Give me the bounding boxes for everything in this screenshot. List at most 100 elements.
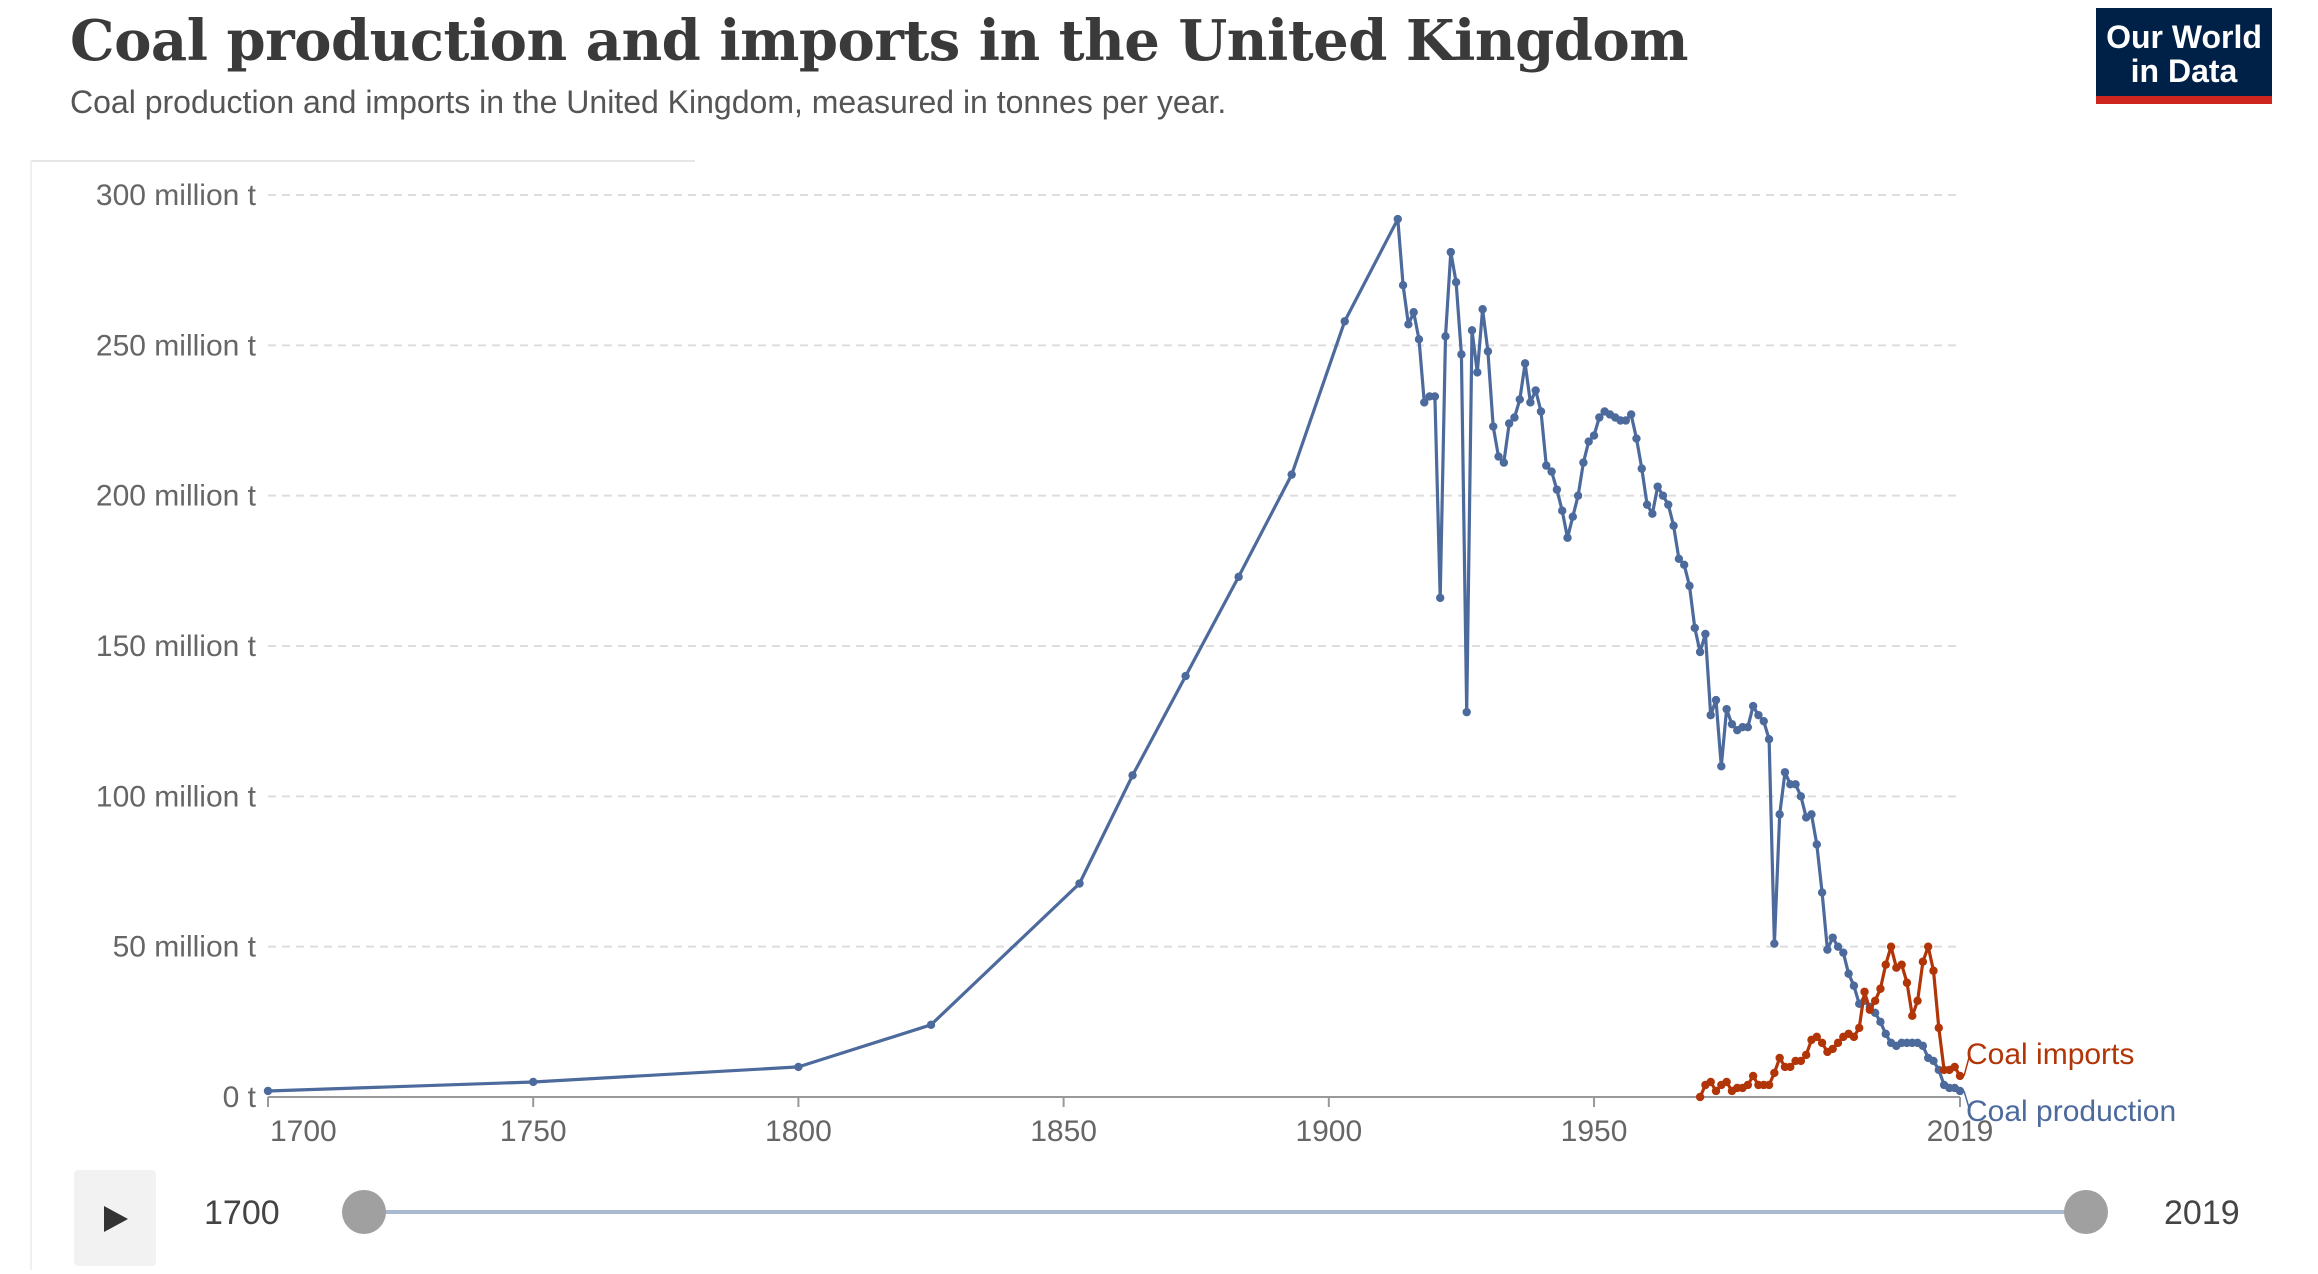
data-point[interactable] — [1504, 419, 1514, 428]
data-point[interactable] — [1552, 485, 1562, 494]
data-point[interactable] — [1430, 392, 1440, 401]
data-point[interactable] — [1950, 1062, 1959, 1072]
line-chart[interactable]: 0 t 50 million t 100 million t 150 million … — [0, 0, 2318, 1160]
data-point[interactable] — [1404, 320, 1413, 329]
data-point[interactable] — [1881, 960, 1890, 969]
data-point[interactable] — [1690, 623, 1699, 633]
data-point[interactable] — [1865, 1005, 1875, 1015]
data-point[interactable] — [1860, 987, 1869, 996]
data-point[interactable] — [1547, 467, 1556, 476]
data-point[interactable] — [1414, 335, 1424, 344]
series-line[interactable] — [1698, 945, 1962, 1098]
data-point[interactable] — [1897, 960, 1906, 969]
series-line[interactable] — [267, 217, 1961, 1093]
data-point[interactable] — [1542, 461, 1551, 470]
data-point[interactable] — [1849, 1032, 1859, 1042]
series-label[interactable]: Coal production — [1966, 1095, 2176, 1128]
data-point[interactable] — [1876, 984, 1885, 993]
data-point[interactable] — [1679, 560, 1689, 570]
data-point[interactable] — [1526, 398, 1535, 407]
data-point[interactable] — [1420, 398, 1429, 407]
data-point[interactable] — [1457, 350, 1466, 359]
timeline-end-handle[interactable] — [2064, 1190, 2108, 1234]
data-point[interactable] — [1520, 359, 1530, 368]
data-point[interactable] — [1855, 1023, 1864, 1033]
data-point[interactable] — [1579, 458, 1588, 467]
data-point[interactable] — [1658, 491, 1668, 500]
data-point[interactable] — [1759, 716, 1768, 726]
data-point[interactable] — [1796, 792, 1806, 801]
data-point[interactable] — [1823, 945, 1832, 954]
data-point[interactable] — [1876, 1017, 1885, 1027]
data-point[interactable] — [1626, 410, 1636, 419]
data-point[interactable] — [1674, 554, 1684, 564]
data-point[interactable] — [1711, 1086, 1721, 1096]
data-point[interactable] — [1955, 1086, 1965, 1096]
data-point[interactable] — [1817, 888, 1827, 897]
data-point[interactable] — [1568, 512, 1578, 521]
data-point[interactable] — [1881, 1029, 1890, 1039]
data-point[interactable] — [1632, 434, 1641, 443]
data-point[interactable] — [1929, 1056, 1938, 1066]
data-point[interactable] — [1340, 317, 1349, 326]
play-button[interactable] — [74, 1170, 156, 1266]
data-point[interactable] — [1451, 277, 1461, 287]
data-point[interactable] — [1844, 969, 1853, 978]
data-point[interactable] — [1621, 416, 1631, 425]
data-point[interactable] — [1923, 942, 1933, 951]
data-point[interactable] — [1446, 247, 1456, 257]
data-point[interactable] — [1770, 939, 1779, 948]
data-point[interactable] — [1918, 1041, 1928, 1051]
data-point[interactable] — [1913, 996, 1922, 1005]
data-point[interactable] — [1637, 464, 1646, 473]
data-point[interactable] — [1791, 780, 1800, 789]
data-point[interactable] — [1531, 386, 1540, 395]
data-point[interactable] — [263, 1086, 273, 1096]
data-point[interactable] — [1653, 482, 1662, 491]
data-point[interactable] — [1499, 458, 1509, 467]
data-point[interactable] — [1573, 491, 1583, 500]
data-point[interactable] — [1181, 671, 1190, 681]
data-point[interactable] — [1595, 413, 1604, 422]
data-point[interactable] — [1828, 1044, 1837, 1054]
data-point[interactable] — [1536, 407, 1546, 416]
data-point[interactable] — [1584, 437, 1593, 446]
owid-logo[interactable]: Our World in Data — [2096, 8, 2272, 104]
timeline-control[interactable]: 1700 2019 — [0, 1160, 2318, 1270]
data-point[interactable] — [1934, 1023, 1943, 1033]
data-point[interactable] — [1701, 629, 1710, 639]
data-point[interactable] — [1801, 1050, 1811, 1060]
data-point[interactable] — [1664, 500, 1673, 509]
data-point[interactable] — [1393, 214, 1402, 224]
data-point[interactable] — [1902, 978, 1912, 987]
data-point[interactable] — [1685, 581, 1694, 591]
data-point[interactable] — [1473, 368, 1482, 377]
data-point[interactable] — [1786, 1062, 1795, 1072]
data-point[interactable] — [1722, 1077, 1731, 1087]
data-point[interactable] — [1828, 933, 1837, 942]
data-point[interactable] — [1706, 1077, 1715, 1087]
data-point[interactable] — [1711, 695, 1721, 705]
data-point[interactable] — [1398, 281, 1408, 290]
data-point[interactable] — [1642, 500, 1652, 509]
data-point[interactable] — [1908, 1011, 1917, 1021]
data-point[interactable] — [1743, 722, 1753, 732]
data-point[interactable] — [1817, 1038, 1827, 1048]
data-point[interactable] — [1515, 395, 1524, 404]
data-point[interactable] — [1234, 572, 1243, 582]
data-point[interactable] — [1128, 771, 1137, 780]
data-point[interactable] — [1409, 308, 1418, 317]
data-point[interactable] — [1886, 942, 1896, 951]
data-point[interactable] — [1796, 1056, 1806, 1066]
data-point[interactable] — [1717, 762, 1726, 771]
data-point[interactable] — [1748, 701, 1758, 711]
data-point[interactable] — [1955, 1071, 1965, 1081]
data-point[interactable] — [1780, 768, 1790, 777]
data-point[interactable] — [1807, 810, 1816, 819]
data-point[interactable] — [794, 1062, 803, 1072]
data-point[interactable] — [1706, 710, 1715, 720]
data-point[interactable] — [1870, 996, 1880, 1005]
data-point[interactable] — [1764, 735, 1774, 744]
series-label[interactable]: Coal imports — [1966, 1038, 2134, 1071]
data-point[interactable] — [529, 1077, 538, 1087]
